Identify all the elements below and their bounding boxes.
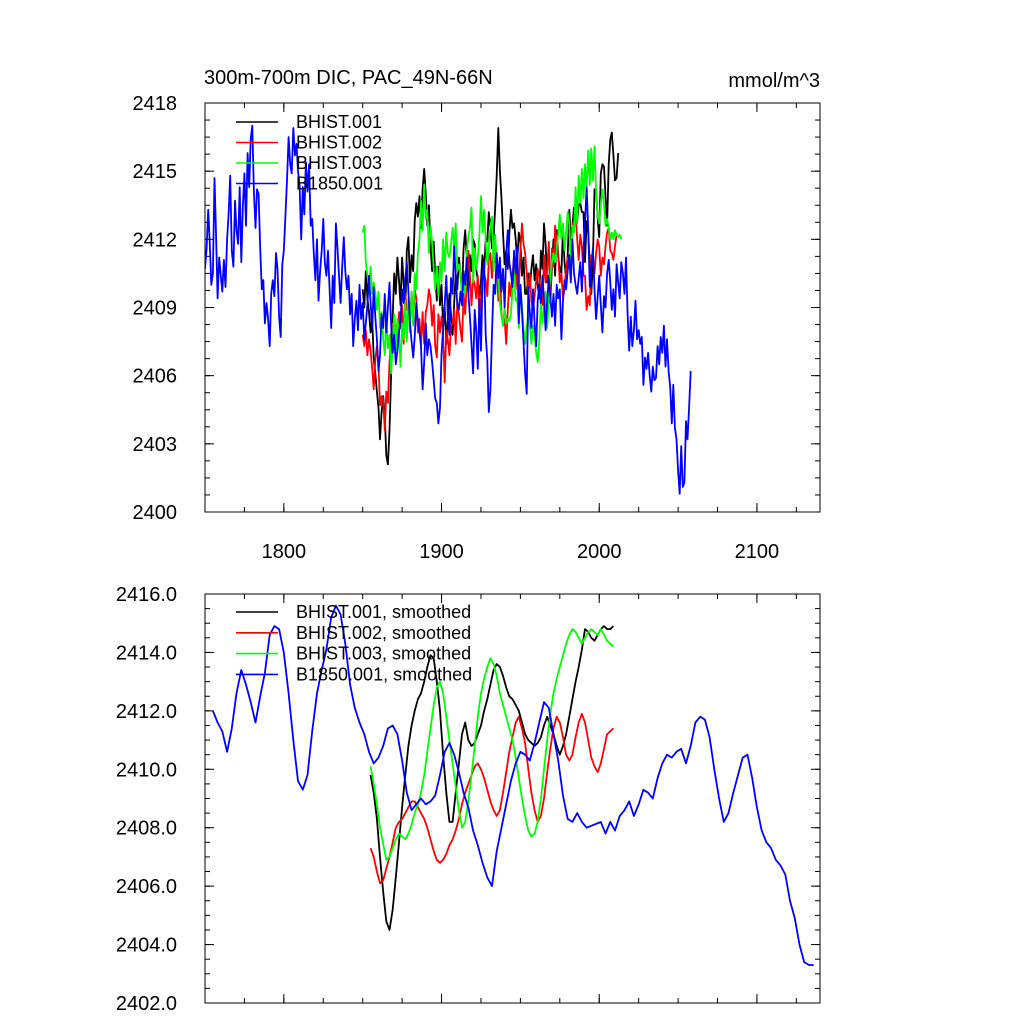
bottom-axes: 2402.0 2404.0 2406.0 2408.0 2410.0 2412.0 2414… [116, 584, 821, 1015]
bottom-panel: 2402.0 2404.0 2406.0 2408.0 2410.0 2412.0 2414… [116, 584, 821, 1015]
y-tick-label: 2406 [133, 366, 178, 388]
legend-label: BHIST.003 [296, 153, 382, 173]
x-tick-label: 1900 [419, 541, 464, 563]
legend-label: BHIST.003, smoothed [296, 644, 471, 664]
y-tick-label: 2406.0 [116, 876, 177, 898]
legend-label: B1850.001, smoothed [296, 664, 472, 684]
y-tick-label: 2403 [133, 434, 178, 456]
x-tick-label: 2000 [577, 541, 622, 563]
chart-title: 300m-700m DIC, PAC_49N-66N [204, 67, 493, 89]
series-line-bhist-002-smoothed [369, 712, 615, 885]
y-tick-label: 2410.0 [116, 759, 177, 781]
legend-label: BHIST.002, smoothed [296, 623, 471, 643]
series-line-b1850-001 [205, 124, 692, 495]
y-tick-label: 2402.0 [116, 993, 177, 1015]
legend-label: BHIST.002 [296, 133, 382, 153]
y-tick-label: 2415 [133, 161, 178, 183]
legend-label: B1850.001 [296, 174, 383, 194]
top-series-group [205, 124, 692, 495]
y-tick-label: 2414.0 [116, 642, 177, 664]
legend-label: BHIST.001 [296, 112, 382, 132]
series-line-b1850-001-smoothed [212, 604, 814, 966]
series-line-bhist-001-smoothed [369, 625, 615, 931]
y-tick-label: 2409 [133, 298, 178, 320]
y-tick-label: 2408.0 [116, 818, 177, 840]
series-line-bhist-003 [361, 145, 623, 375]
y-tick-label: 2404.0 [116, 935, 177, 957]
y-tick-label: 2412 [133, 229, 178, 251]
y-tick-label: 2400 [133, 502, 178, 524]
x-tick-label: 1800 [262, 541, 307, 563]
top-panel: 300m-700m DIC, PAC_49N-66N mmol/m^3 2400… [133, 67, 821, 563]
bottom-series-group [212, 604, 814, 966]
y-tick-label: 2418 [133, 93, 178, 115]
legend-label: BHIST.001, smoothed [296, 602, 471, 622]
x-tick-label: 2100 [735, 541, 780, 563]
units-label: mmol/m^3 [728, 70, 820, 92]
series-line-bhist-003-smoothed [369, 628, 615, 861]
y-tick-label: 2416.0 [116, 584, 177, 606]
y-tick-label: 2412.0 [116, 701, 177, 723]
